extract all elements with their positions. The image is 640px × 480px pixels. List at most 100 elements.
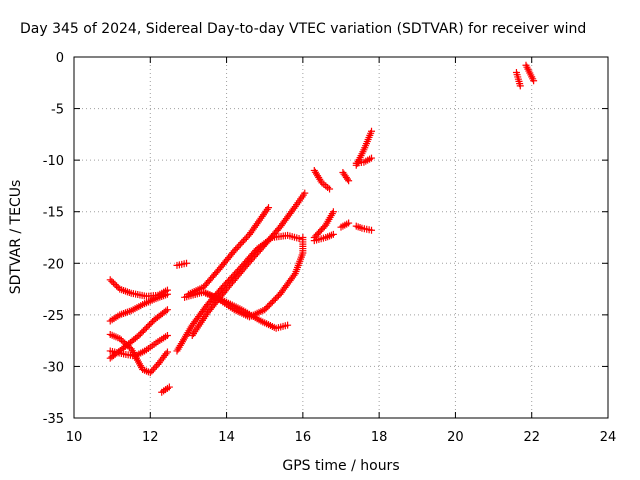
data-point: [264, 303, 272, 311]
data-point: [162, 307, 170, 315]
series-arc-16: [339, 169, 353, 185]
series-arc-19: [352, 154, 376, 167]
chart-title: Day 345 of 2024, Sidereal Day-to-day VTE…: [20, 21, 586, 37]
data-point: [265, 301, 273, 309]
data-point: [136, 330, 144, 338]
x-axis-label: GPS time / hours: [282, 458, 399, 474]
data-point: [119, 338, 127, 346]
y-axis-ticks: 0 -5 -10 -15 -20 -25 -30 -35: [43, 51, 608, 427]
series-arc-20: [352, 222, 376, 234]
data-point: [368, 154, 376, 162]
data-point: [151, 364, 159, 372]
data-point: [267, 300, 275, 308]
series-arc-5: [106, 331, 171, 360]
data-point: [301, 189, 309, 197]
data-point: [242, 234, 250, 242]
data-point: [148, 367, 156, 375]
data-point: [117, 336, 125, 344]
y-tick-label: 0: [56, 51, 64, 66]
data-point: [252, 251, 260, 259]
y-tick-label: -35: [43, 412, 64, 427]
data-point: [138, 328, 146, 336]
data-point: [329, 208, 337, 216]
series-arc-10: [188, 189, 309, 339]
series-arc-4: [106, 306, 171, 362]
data-point: [238, 239, 246, 247]
data-point: [265, 204, 273, 212]
data-point: [262, 304, 270, 312]
data-point: [146, 321, 154, 329]
data-point: [530, 77, 538, 85]
x-axis-ticks: 10 12 14 16 18 20 22 24: [66, 57, 617, 445]
x-tick-label: 14: [218, 430, 235, 445]
data-point: [235, 242, 243, 250]
data-point: [241, 235, 249, 243]
data-point: [139, 327, 147, 335]
series-arc-7: [173, 259, 191, 269]
data-point: [113, 282, 121, 290]
y-tick-label: -10: [43, 154, 64, 169]
series-arc-22: [522, 61, 538, 85]
data-point: [246, 257, 254, 265]
series-arc-12: [200, 234, 307, 321]
data-point: [284, 321, 292, 329]
data-point: [326, 185, 334, 193]
y-tick-label: -30: [43, 360, 64, 375]
series-arc-14: [310, 166, 334, 193]
y-tick-label: -20: [43, 257, 64, 272]
data-point: [108, 277, 116, 285]
y-tick-label: -5: [51, 103, 64, 118]
data-point: [329, 230, 337, 238]
data-point: [163, 290, 171, 298]
data-point: [111, 280, 119, 288]
data-point: [146, 369, 154, 377]
data-point: [242, 262, 250, 270]
data-point: [295, 235, 303, 243]
data-point: [299, 234, 307, 241]
data-point: [258, 244, 266, 252]
series-arc-21: [512, 68, 524, 90]
series-arc-2: [106, 290, 171, 325]
data-point: [183, 259, 191, 267]
y-axis-label: SDTVAR / TECUs: [8, 180, 24, 295]
data-point: [273, 293, 281, 301]
y-tick-label: -15: [43, 206, 64, 221]
plot-frame: [73, 56, 609, 419]
data-point: [141, 325, 149, 333]
data-point: [163, 331, 171, 339]
data-point: [142, 324, 150, 332]
data-point: [163, 348, 171, 356]
series-arc-15: [310, 230, 337, 245]
data-point: [109, 279, 117, 287]
x-tick-label: 20: [447, 430, 464, 445]
data-point: [232, 245, 240, 253]
data-point: [116, 335, 124, 343]
data-point: [271, 295, 279, 303]
data-point: [149, 365, 157, 373]
data-point: [249, 254, 257, 262]
data-point: [290, 204, 298, 212]
series-arc-6: [158, 383, 173, 396]
data-point: [243, 261, 251, 269]
data-point: [248, 256, 256, 264]
data-point: [290, 271, 298, 279]
data-point: [236, 240, 244, 248]
data-point: [230, 247, 238, 255]
x-tick-label: 24: [600, 430, 617, 445]
x-tick-label: 18: [371, 430, 388, 445]
data-point: [256, 246, 264, 254]
series-arc-17: [337, 219, 353, 231]
x-tick-label: 22: [523, 430, 540, 445]
data-point: [270, 296, 278, 304]
y-tick-label: -25: [43, 309, 64, 324]
x-tick-label: 10: [66, 430, 83, 445]
data-point: [253, 249, 261, 257]
data-point: [343, 175, 351, 183]
data-point: [144, 322, 152, 330]
data-point: [345, 219, 353, 227]
data-point: [268, 298, 276, 306]
data-point: [261, 306, 269, 314]
data-point: [516, 82, 524, 90]
data-point: [165, 383, 173, 391]
